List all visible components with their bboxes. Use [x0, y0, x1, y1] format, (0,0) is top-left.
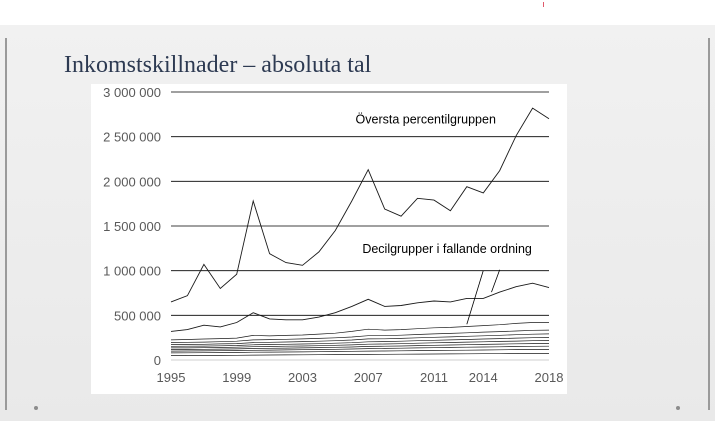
slide-title: Inkomstskillnader – absoluta tal: [64, 52, 372, 78]
slide-edge-mark: [543, 2, 544, 7]
x-tick-label: 1999: [222, 370, 251, 385]
x-tick-label: 1995: [157, 370, 186, 385]
slide-nav-dot-right: [676, 406, 680, 410]
line-chart: 0 500 000 1 000 000 1 500 000 2 000 000 2 500…: [103, 85, 564, 385]
slide-left-rule: [5, 38, 7, 410]
chart-area: 0 500 000 1 000 000 1 500 000 2 000 000 2 500…: [91, 84, 567, 394]
y-tick-label: 1 000 000: [103, 264, 161, 279]
y-tick-label: 2 500 000: [103, 130, 161, 145]
series-line: [170, 343, 550, 350]
slide-nav-dot-left: [34, 406, 38, 410]
series-line: [170, 349, 549, 354]
annotation-leader-line: [466, 270, 484, 325]
series-line: [170, 345, 550, 352]
series-line: [170, 329, 550, 343]
y-tick-label: 0: [154, 353, 161, 368]
series-line: [171, 340, 550, 349]
y-tick-label: 2 000 000: [103, 174, 161, 189]
x-tick-label: 2003: [288, 370, 317, 385]
y-tick-label: 500 000: [114, 308, 161, 323]
series-line: [170, 282, 550, 332]
series-line: [170, 337, 550, 347]
annotation-label: Decilgrupper i fallande ordning: [362, 242, 532, 256]
y-tick-label: 1 500 000: [103, 219, 161, 234]
annotation-leader-line: [491, 269, 501, 293]
series-line: [170, 333, 550, 345]
x-tick-label: 2007: [354, 370, 383, 385]
series-line: [170, 107, 550, 303]
series-line: [170, 322, 549, 341]
y-tick-label: 3 000 000: [103, 85, 161, 100]
x-tick-label: 2014: [469, 370, 498, 385]
slide-right-rule: [708, 38, 710, 410]
annotation-label: Översta percentilgruppen: [356, 112, 496, 126]
series-line: [170, 353, 550, 356]
x-tick-label: 2011: [420, 370, 448, 385]
x-tick-label: 2018: [535, 370, 564, 385]
